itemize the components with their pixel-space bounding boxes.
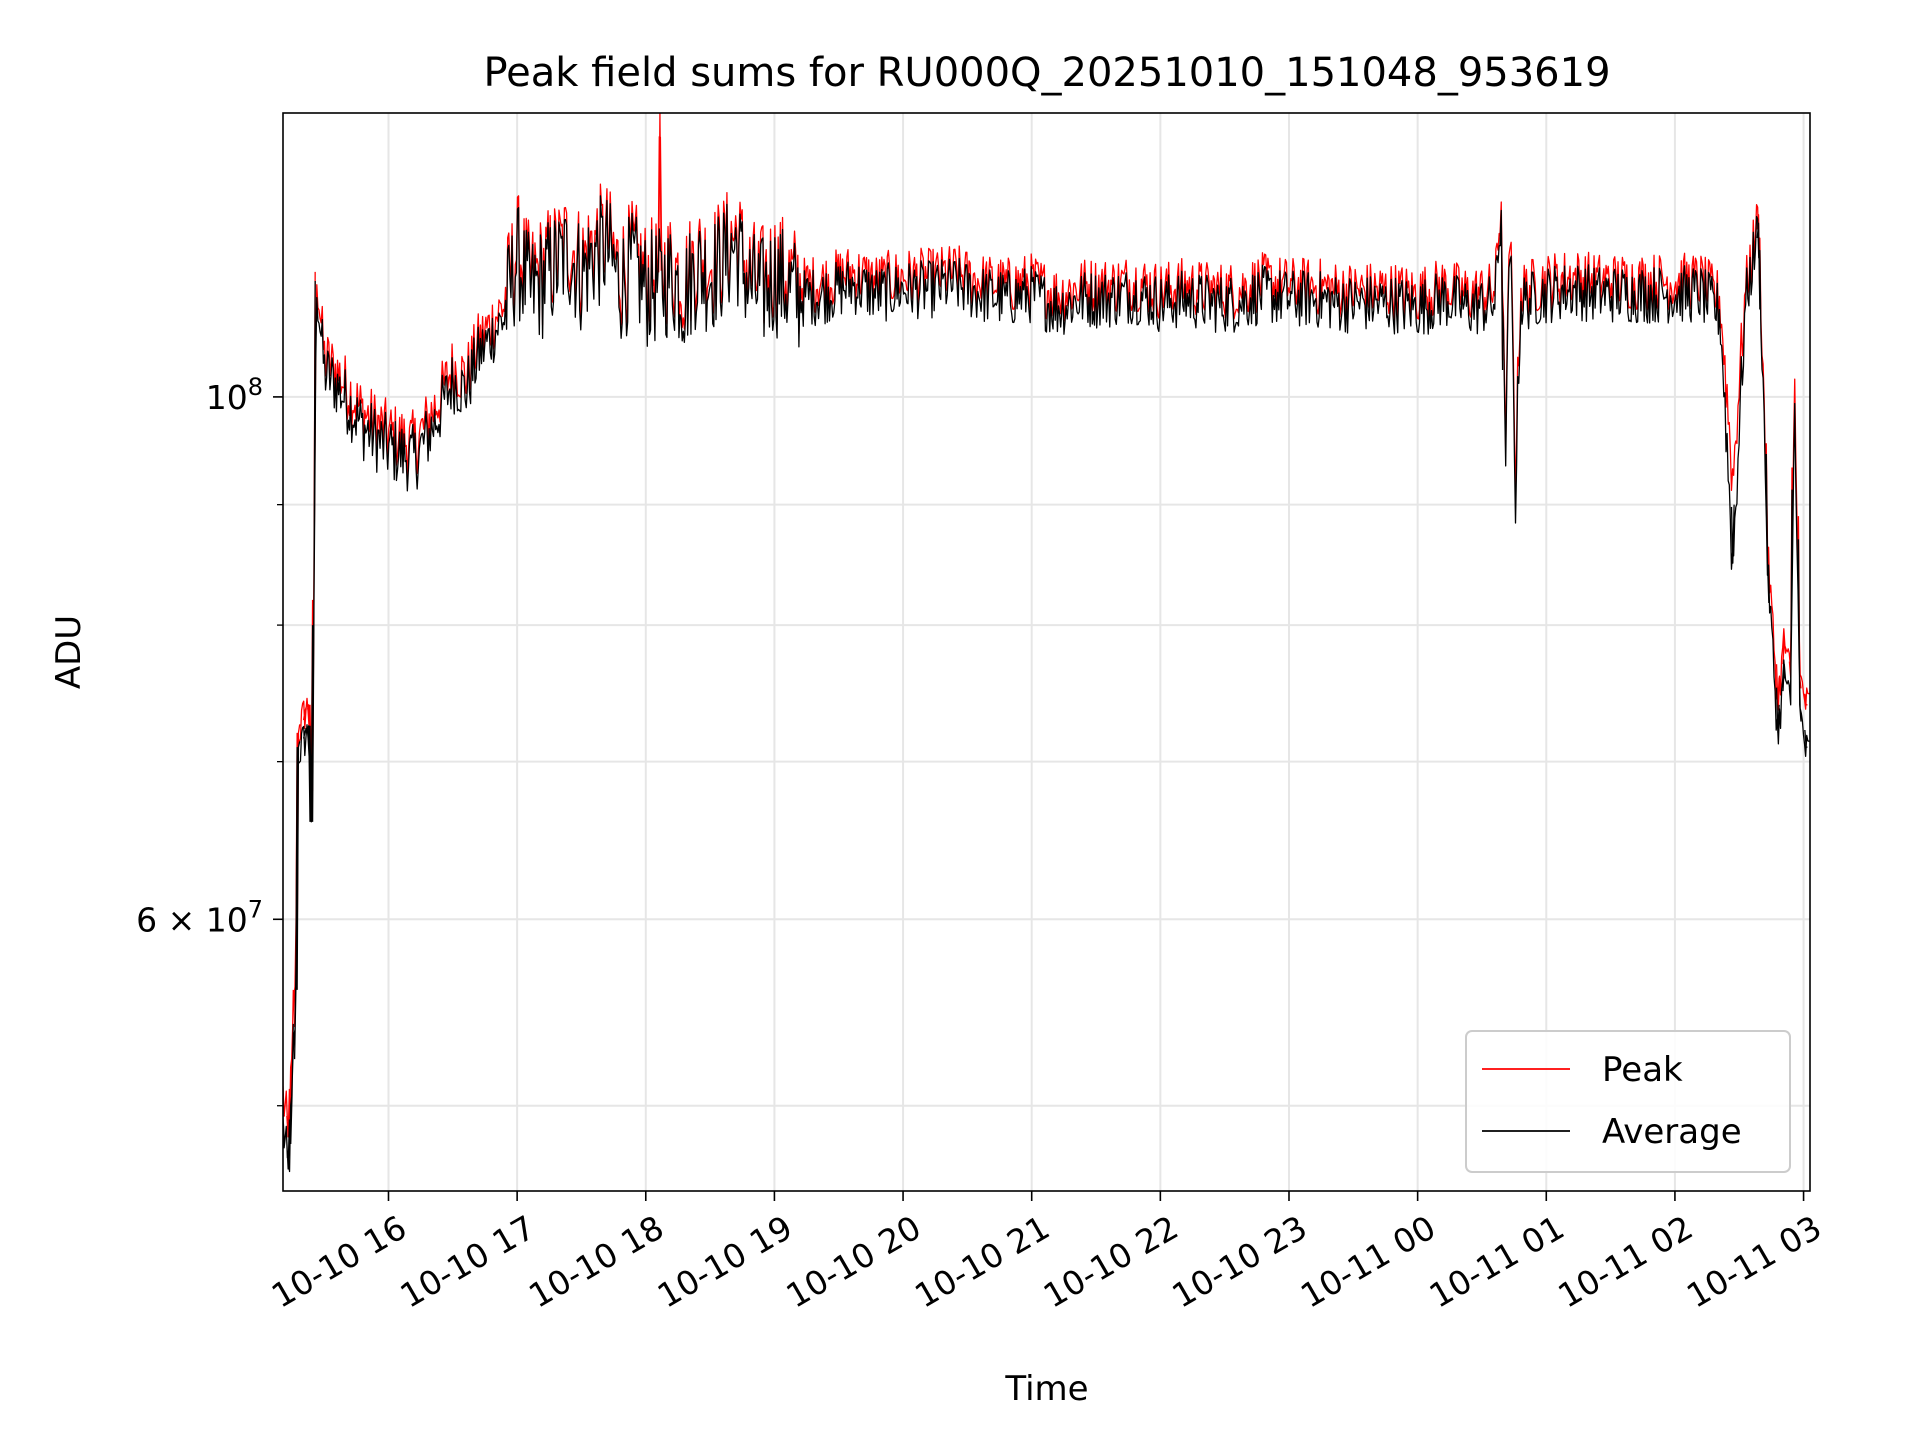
x-axis-label: Time: [1004, 1369, 1088, 1409]
legend-peak-label: Peak: [1602, 1050, 1683, 1090]
plot-frame: [282, 112, 1811, 1192]
y-tick-label: 108: [206, 373, 263, 417]
y-tick-label: 6 × 107: [136, 895, 263, 939]
legend-average-label: Average: [1602, 1112, 1742, 1152]
series-line-average: [283, 195, 1810, 1173]
grid: [283, 113, 1810, 1191]
chart-title: Peak field sums for RU000Q_20251010_1510…: [483, 50, 1610, 96]
y-axis-ticks: 108 6 × 107: [136, 373, 283, 1107]
legend-box: [1465, 1030, 1791, 1173]
y-axis-label: ADU: [49, 615, 89, 689]
series-layer: [283, 113, 1810, 1173]
legend: Peak Average: [1465, 1030, 1791, 1173]
